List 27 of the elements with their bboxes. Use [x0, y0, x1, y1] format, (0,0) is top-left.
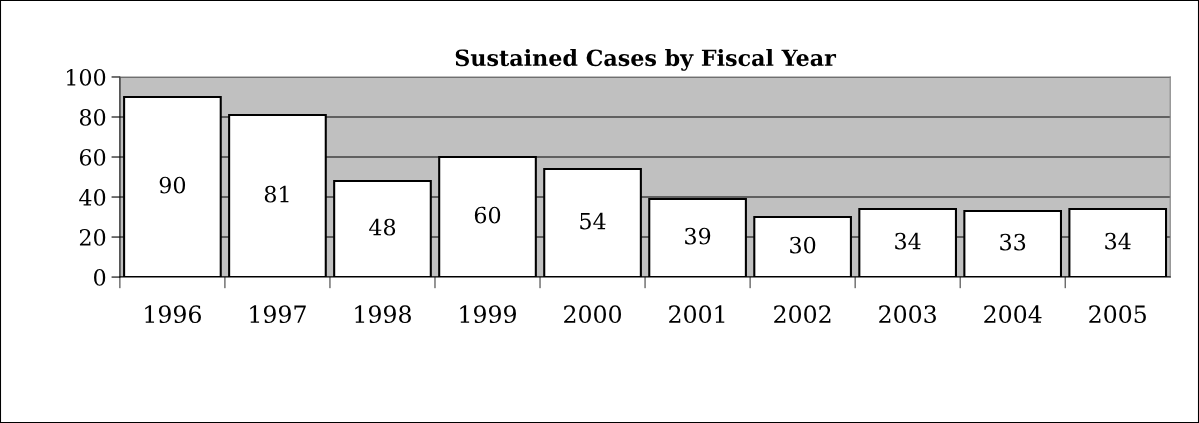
- data-label: 30: [790, 236, 816, 254]
- x-tick-label: 2002: [774, 305, 831, 324]
- y-tick-label: 20: [79, 229, 106, 246]
- data-label: 34: [895, 232, 921, 250]
- y-tick-label: 100: [67, 68, 106, 86]
- y-tick-label: 40: [79, 188, 106, 206]
- y-tick-label: 0: [94, 269, 106, 286]
- x-tick-label: 1998: [355, 305, 411, 324]
- x-tick-label: 1999: [460, 305, 516, 324]
- chart-title: Sustained Cases by Fiscal Year: [455, 48, 837, 71]
- x-tick-label: 1997: [250, 305, 306, 324]
- data-label: 39: [685, 227, 711, 245]
- x-tick-label: 2003: [879, 305, 936, 324]
- x-tick-label: 2001: [669, 305, 725, 324]
- x-tick-label: 1996: [145, 305, 201, 324]
- data-label: 34: [1105, 232, 1131, 250]
- y-tick-label: 60: [79, 148, 106, 166]
- x-tick-label: 2005: [1089, 305, 1146, 324]
- x-tick-label: 2000: [564, 305, 622, 324]
- data-label: 60: [474, 206, 501, 224]
- data-label: 81: [264, 185, 289, 203]
- y-tick-label: 80: [79, 108, 106, 126]
- data-label: 33: [1000, 233, 1026, 251]
- data-label: 54: [580, 212, 606, 230]
- data-label: 48: [369, 218, 396, 236]
- data-label: 90: [159, 176, 186, 194]
- x-tick-label: 2004: [984, 305, 1042, 324]
